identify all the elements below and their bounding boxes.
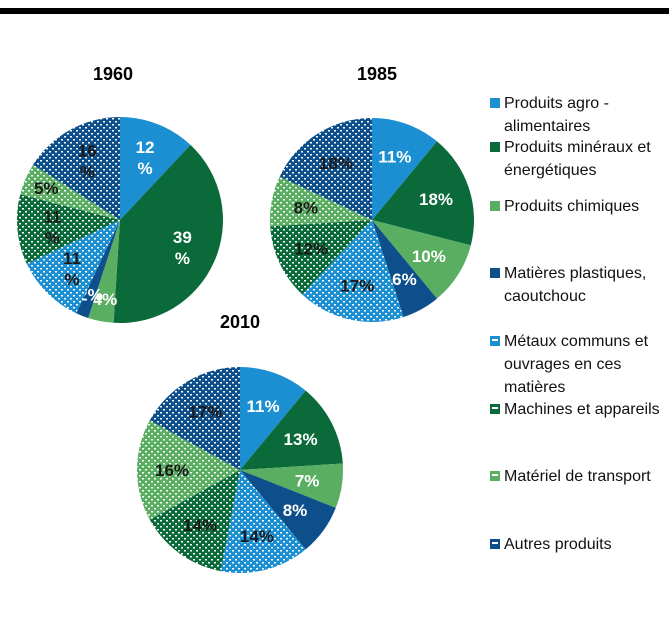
legend-item: Produits agro - alimentaires xyxy=(490,92,666,138)
swatch-bg xyxy=(490,201,500,211)
pie-slice xyxy=(137,420,240,520)
pie-slice xyxy=(372,220,438,318)
pie-slice xyxy=(17,194,120,264)
pie-slice xyxy=(113,144,223,323)
swatch-bg xyxy=(490,268,500,278)
data-label: 11% xyxy=(378,148,411,167)
top-rule xyxy=(0,8,669,14)
pie-slice xyxy=(149,470,240,572)
pie-slice xyxy=(279,118,372,220)
legend-label: Machines et appareils xyxy=(504,401,660,418)
pie-slice xyxy=(240,470,336,550)
legend-label: Autres produits xyxy=(504,536,612,553)
data-label: 16% xyxy=(78,141,97,181)
data-label: 13% xyxy=(284,430,318,449)
swatch-dot xyxy=(492,474,498,476)
pie-slice xyxy=(76,220,120,318)
pie-title: 2010 xyxy=(220,312,260,332)
pie-title: 1960 xyxy=(93,64,133,84)
pie-slice xyxy=(240,366,306,470)
data-label: 12% xyxy=(136,138,155,178)
swatch-dot xyxy=(492,407,498,409)
legend-label: Matières plastiques, caoutchouc xyxy=(504,265,647,305)
pie-slice xyxy=(372,118,438,220)
data-label: 8% xyxy=(294,198,319,217)
swatch-bg xyxy=(490,142,500,152)
data-label: 12% xyxy=(294,240,328,259)
pie-slice xyxy=(270,220,372,295)
legend-label: Produits agro - alimentaires xyxy=(504,95,609,135)
pie-slice xyxy=(33,117,120,220)
legend-item: Produits chimiques xyxy=(490,195,666,218)
pie-slice xyxy=(269,176,372,227)
data-label: 8% xyxy=(283,501,308,520)
pie-slice xyxy=(372,220,471,299)
pie-slice xyxy=(120,117,191,220)
swatch-bg xyxy=(490,98,500,108)
legend-label: Métaux communs et ouvrages en ces matièr… xyxy=(504,333,649,396)
legend-swatch xyxy=(490,98,500,108)
swatch-dot xyxy=(492,339,498,341)
legend-item: Autres produits xyxy=(490,533,666,556)
pie-slice xyxy=(372,141,475,246)
data-label: 17% xyxy=(188,402,222,421)
legend-swatch xyxy=(490,404,500,414)
legend-swatch xyxy=(490,539,500,549)
pie-slice xyxy=(88,220,120,323)
data-label: 14% xyxy=(183,516,217,535)
data-label: 16% xyxy=(155,461,189,480)
legend-label: Produits chimiques xyxy=(504,198,640,215)
legend-item: Produits minéraux et énergétiques xyxy=(490,136,666,182)
legend-label: Produits minéraux et énergétiques xyxy=(504,139,651,179)
legend-swatch xyxy=(490,142,500,152)
data-label: 11% xyxy=(63,249,81,289)
legend-item: Machines et appareils xyxy=(490,398,666,421)
legend-item: Matériel de transport xyxy=(490,465,666,488)
data-label: 5% xyxy=(34,179,59,198)
data-label: 4% xyxy=(93,290,118,309)
swatch-dot xyxy=(492,542,498,544)
pie-slice xyxy=(149,366,240,470)
pie-slice xyxy=(20,164,121,220)
legend-swatch xyxy=(490,471,500,481)
legend-item: Métaux communs et ouvrages en ces matièr… xyxy=(490,330,666,399)
legend-item: Matières plastiques, caoutchouc xyxy=(490,262,666,308)
legend-swatch xyxy=(490,336,500,346)
data-label: 18% xyxy=(419,190,453,209)
data-label: 17% xyxy=(340,277,374,296)
data-label: 14% xyxy=(240,527,274,546)
data-label: 11% xyxy=(246,397,279,416)
legend-swatch xyxy=(490,268,500,278)
legend-label: Matériel de transport xyxy=(504,468,651,485)
data-label: 18% xyxy=(319,154,353,173)
pie-title: 1985 xyxy=(357,64,397,84)
pie-slice xyxy=(26,220,121,314)
pie-slice xyxy=(240,390,343,470)
pie-slice xyxy=(302,220,404,322)
data-label: 7% xyxy=(295,472,320,491)
data-label: 11% xyxy=(43,207,61,247)
pie-slice xyxy=(240,463,343,508)
data-label: 39% xyxy=(173,228,192,268)
pie-slice xyxy=(220,470,306,573)
data-label: 6% xyxy=(392,270,417,289)
legend-swatch xyxy=(490,201,500,211)
data-label: 10% xyxy=(412,247,446,266)
